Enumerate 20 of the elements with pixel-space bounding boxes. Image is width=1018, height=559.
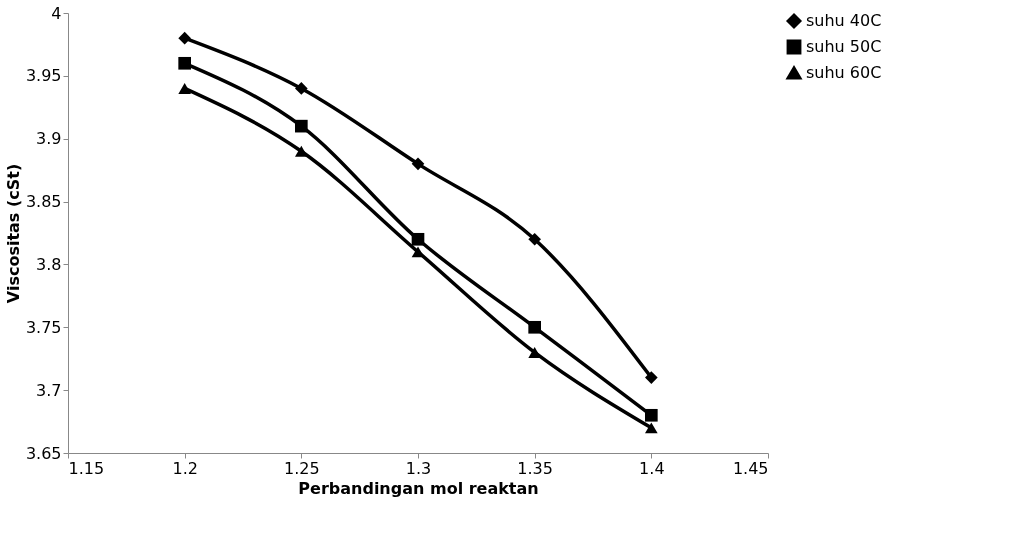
y-tick-label: 3.65 bbox=[25, 443, 62, 463]
y-tick-label: 3.95 bbox=[25, 66, 62, 86]
y-tick-label: 4 bbox=[51, 3, 62, 23]
y-tick-label: 3.9 bbox=[36, 129, 62, 149]
legend-label: suhu 50C bbox=[806, 37, 882, 56]
y-axis-title: Viscositas (cSt) bbox=[3, 163, 23, 304]
y-tick-label: 3.8 bbox=[36, 254, 62, 274]
x-tick-label: 1.15 bbox=[68, 458, 105, 478]
y-tick-label: 3.7 bbox=[36, 380, 62, 400]
y-tick-label: 3.75 bbox=[25, 317, 62, 337]
x-tick-label: 1.25 bbox=[284, 458, 320, 478]
x-tick-label: 1.45 bbox=[732, 458, 769, 478]
y-tick-label: 3.85 bbox=[25, 192, 62, 212]
legend-label: suhu 40C bbox=[806, 11, 882, 30]
x-tick-label: 1.2 bbox=[172, 458, 198, 478]
x-tick-label: 1.35 bbox=[517, 458, 553, 478]
x-axis-title: Perbandingan mol reaktan bbox=[298, 478, 539, 498]
x-tick-label: 1.4 bbox=[639, 458, 665, 478]
x-tick-label: 1.3 bbox=[405, 458, 432, 478]
legend-label: suhu 60C bbox=[806, 63, 882, 82]
